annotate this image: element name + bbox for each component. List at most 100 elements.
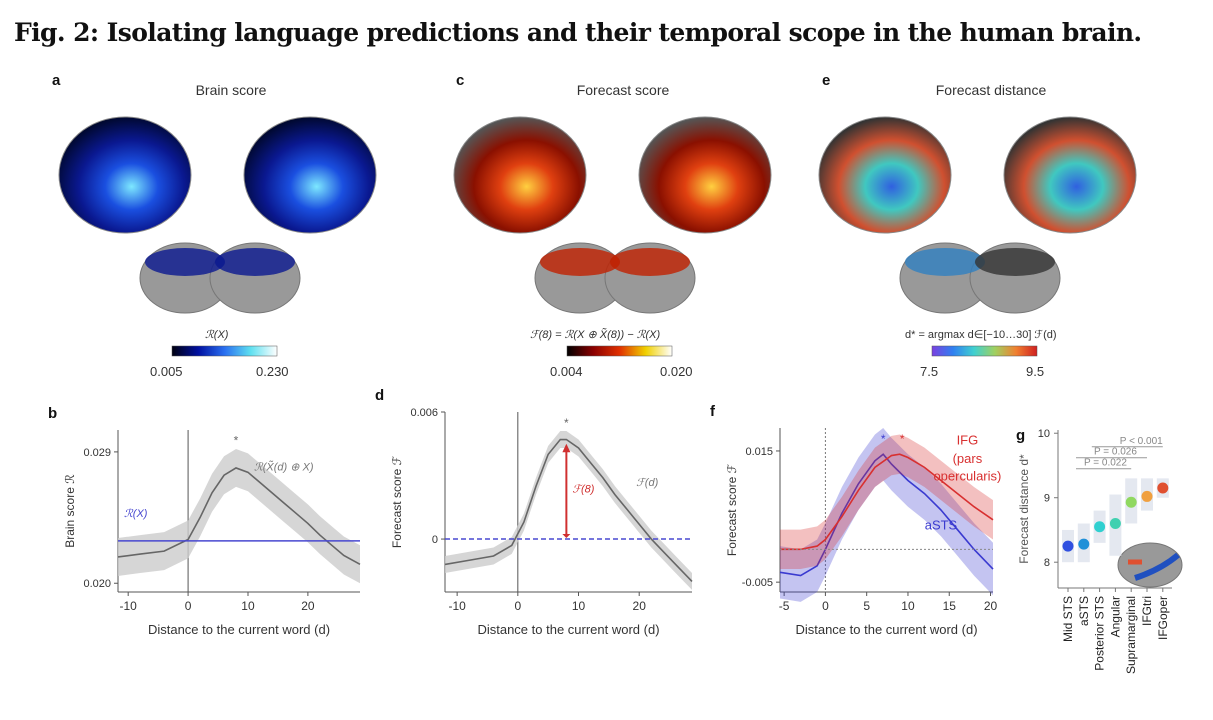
brain-right-lateral <box>638 116 772 234</box>
colorbar-c <box>566 345 673 357</box>
series-line <box>444 438 693 582</box>
p-value-label: P < 0.001 <box>1120 436 1163 447</box>
x-tick-label: 20 <box>301 599 315 613</box>
brain-inset <box>1117 542 1183 588</box>
brain-medial-activation <box>975 248 1055 276</box>
x-tick-label: 10 <box>901 599 915 613</box>
x-tick-label: -10 <box>120 599 138 613</box>
series-line <box>780 453 994 551</box>
x-tick-label: Mid STS <box>1061 596 1075 642</box>
y-tick-label: 0.020 <box>83 578 111 590</box>
brain-right-lateral <box>243 116 377 234</box>
colorbar-a <box>171 345 278 357</box>
data-point <box>1157 482 1169 494</box>
x-tick-label: 0 <box>514 599 521 613</box>
series-label-ifg: IFG <box>957 432 979 447</box>
x-tick-label: Angular <box>1108 596 1122 637</box>
confidence-band <box>118 448 360 584</box>
x-tick-label: IFGtri <box>1140 596 1154 626</box>
colorbar-min-c: 0.004 <box>550 364 583 379</box>
panel-label-d: d <box>375 387 384 404</box>
arrow-label: ℱ(8) <box>572 483 594 495</box>
panel-label-g: g <box>1016 427 1025 444</box>
panel-label-e: e <box>822 72 831 89</box>
confidence-band <box>445 431 692 590</box>
data-point <box>1062 540 1074 552</box>
confidence-band <box>780 434 993 570</box>
data-point <box>1094 521 1106 533</box>
y-tick-label: -0.005 <box>742 577 773 589</box>
y-tick-label: 10 <box>1038 428 1050 440</box>
brain-medial-activation <box>145 248 225 276</box>
y-tick-label: 0 <box>432 534 438 546</box>
colorbar-min-e: 7.5 <box>920 364 939 379</box>
x-tick-label: aSTS <box>1077 596 1091 626</box>
colorbar-e <box>931 345 1038 357</box>
brain-medial-activation <box>610 248 690 276</box>
brain-left-lateral <box>58 116 192 234</box>
colorbar-max-a: 0.230 <box>256 364 289 379</box>
colorbar-label-c: ℱ(8) = ℛ(X ⊕ X̃(8)) − ℛ(X) <box>530 329 661 341</box>
arrow-head <box>562 534 571 539</box>
x-tick-label: 15 <box>943 599 957 613</box>
p-value-label: P = 0.026 <box>1094 447 1137 458</box>
panel-title-a: Brain score <box>195 82 267 98</box>
data-point <box>1141 490 1153 502</box>
series-label-ifg: (pars <box>953 451 983 466</box>
arrow-head <box>562 443 571 453</box>
y-axis-label: Forecast score ℱ <box>725 463 739 556</box>
x-tick-label: Posterior STS <box>1093 596 1107 671</box>
brain-medial-activation <box>905 248 985 276</box>
series-label: ℛ(X̃(d) ⊕ X) <box>254 460 314 473</box>
x-tick-label: 20 <box>984 599 998 613</box>
panel-title-c: Forecast score <box>576 82 670 98</box>
brain-right-lateral <box>1003 116 1137 234</box>
panel-label-c: c <box>456 72 465 89</box>
colorbar-label-a: ℛ(X) <box>205 329 229 341</box>
data-point <box>1078 538 1090 550</box>
confidence-band <box>780 428 993 602</box>
data-point <box>1109 518 1121 530</box>
panel-title-e: Forecast distance <box>935 82 1047 98</box>
panel-label-a: a <box>52 72 61 89</box>
x-axis-label: Distance to the current word (d) <box>795 622 977 637</box>
x-tick-label: 20 <box>633 599 647 613</box>
series-label: ℱ(d) <box>636 477 658 489</box>
p-value-label: P = 0.022 <box>1084 458 1127 469</box>
brain-left-lateral <box>453 116 587 234</box>
x-tick-label: -10 <box>448 599 466 613</box>
x-tick-label: 10 <box>241 599 255 613</box>
significance-star: * <box>564 416 569 430</box>
x-tick-label: 5 <box>863 599 870 613</box>
brain-medial-activation <box>215 248 295 276</box>
colorbar-min-a: 0.005 <box>150 364 183 379</box>
significance-star: * <box>234 434 239 448</box>
x-tick-label: 10 <box>572 599 586 613</box>
panel-label-f: f <box>710 403 716 420</box>
x-axis-label: Distance to the current word (d) <box>148 622 330 637</box>
x-tick-label: 0 <box>185 599 192 613</box>
colorbar-max-e: 9.5 <box>1026 364 1045 379</box>
y-tick-label: 9 <box>1044 493 1050 505</box>
y-tick-label: 0.029 <box>83 447 111 459</box>
brain-left-lateral <box>818 116 952 234</box>
x-tick-label: Supramarginal <box>1124 596 1138 674</box>
series-label-asts: aSTS <box>925 518 958 533</box>
panel-label-b: b <box>48 405 57 422</box>
y-axis-label: Forecast score ℱ <box>390 455 404 548</box>
brain-medial-activation <box>540 248 620 276</box>
x-tick-label: -5 <box>779 599 790 613</box>
data-point <box>1125 496 1137 508</box>
y-tick-label: 0.006 <box>410 407 438 419</box>
x-tick-label: 0 <box>822 599 829 613</box>
x-axis-label: Distance to the current word (d) <box>477 622 659 637</box>
colorbar-label-e: d* = argmax d∈[−10…30] ℱ(d) <box>905 329 1057 341</box>
y-axis-label: Brain score ℛ <box>63 474 77 548</box>
series-label-ifg: opercularis) <box>933 468 1001 483</box>
figure-title: Fig. 2: Isolating language predictions a… <box>14 18 1142 47</box>
colorbar-max-c: 0.020 <box>660 364 693 379</box>
x-tick-label: IFGoper <box>1156 596 1170 640</box>
brain-inset-sts <box>1134 552 1180 581</box>
y-tick-label: 8 <box>1044 557 1050 569</box>
